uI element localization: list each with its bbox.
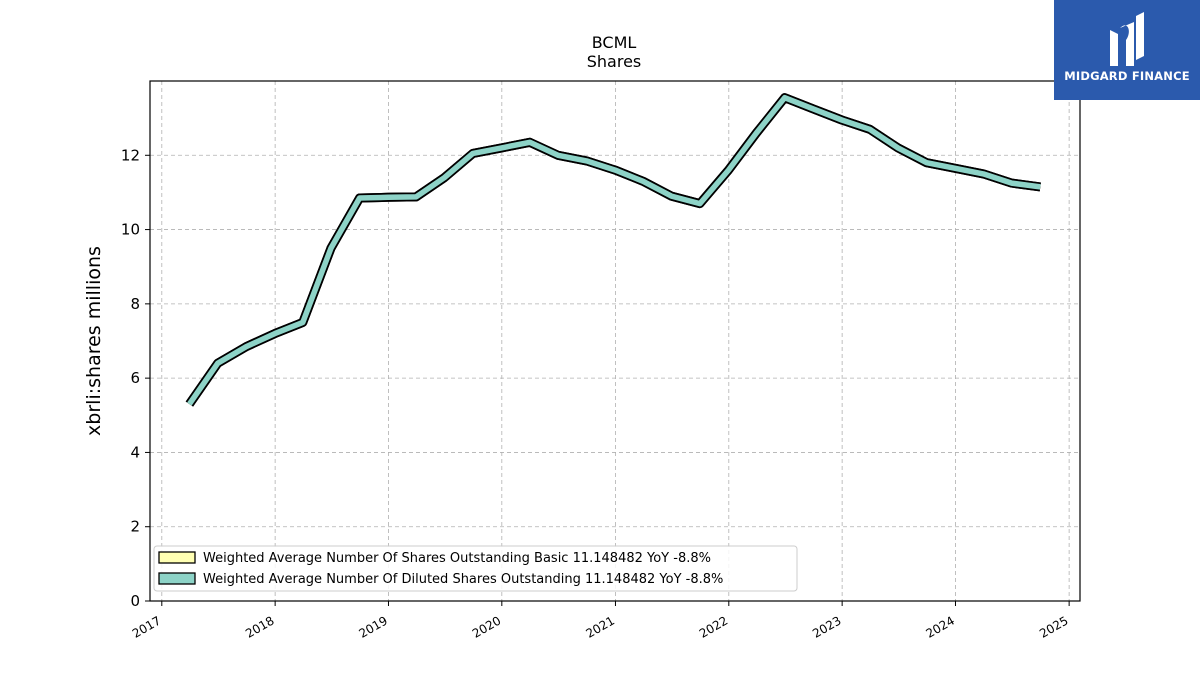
legend-swatch-basic [158,551,196,564]
chart-subtitle: Shares [587,52,642,71]
y-tick-label: 8 [130,295,140,313]
series-outline-0 [185,93,1041,407]
y-axis-label: xbrli:shares millions [83,246,105,436]
legend-frame [153,545,798,592]
y-tick-label: 10 [121,221,140,239]
x-tick-label: 2024 [924,613,957,640]
series-line-1 [187,94,1041,406]
series-line-0 [187,94,1041,406]
legend-label-diluted: Weighted Average Number Of Diluted Share… [203,572,723,587]
x-tick-label: 2017 [130,613,163,640]
y-axis: 0 2 4 6 8 10 12 [121,146,150,610]
chart-title: BCML [592,33,637,52]
legend-swatch-diluted [158,572,196,585]
x-axis: 2017 2018 2019 2020 2021 2022 2023 2024 2025 [130,601,1071,641]
legend-label-basic: Weighted Average Number Of Shares Outsta… [203,551,711,566]
logo-text: MIDGARD FINANCE [1064,69,1190,83]
grid [150,81,1080,601]
y-tick-label: 6 [130,369,140,387]
x-tick-label: 2019 [357,613,390,640]
midgard-finance-logo: MIDGARD FINANCE [1054,0,1200,100]
series-outline-1 [185,93,1041,407]
legend: Weighted Average Number Of Shares Outsta… [153,545,798,592]
x-tick-label: 2025 [1037,613,1070,640]
x-tick-label: 2022 [697,613,730,640]
x-tick-label: 2018 [243,613,276,640]
y-tick-label: 2 [130,518,140,536]
midgard-logo-icon [1110,12,1144,66]
x-tick-label: 2023 [810,613,843,640]
x-tick-label: 2021 [584,613,617,640]
y-tick-label: 12 [121,146,140,164]
x-tick-label: 2020 [470,613,503,640]
series-layer [185,93,1041,407]
y-tick-label: 4 [130,443,140,461]
y-tick-label: 0 [130,592,140,610]
plot-frame [149,80,1081,602]
